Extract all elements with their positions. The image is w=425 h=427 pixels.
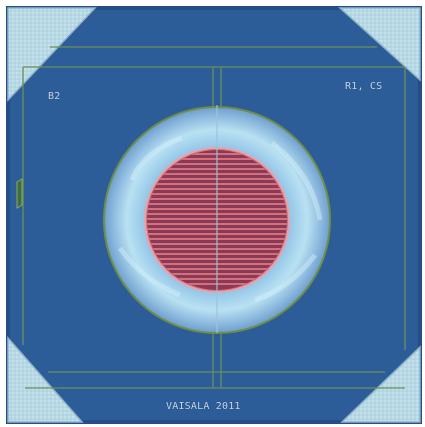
- die-edge: [6, 6, 422, 424]
- corner-pad-top-right: [338, 7, 421, 82]
- edge-feature: [16, 178, 23, 209]
- chip-label-top-right: R1, CS: [345, 81, 383, 92]
- chip-label-bottom: VAISALA 2011: [166, 401, 241, 412]
- chip-label-top-left: B2: [48, 91, 61, 102]
- ring-reflections: [117, 135, 323, 303]
- corner-pad-bottom-right: [340, 345, 421, 423]
- corner-pad-top-left: [7, 7, 97, 102]
- corner-pad-bottom-left: [7, 336, 84, 423]
